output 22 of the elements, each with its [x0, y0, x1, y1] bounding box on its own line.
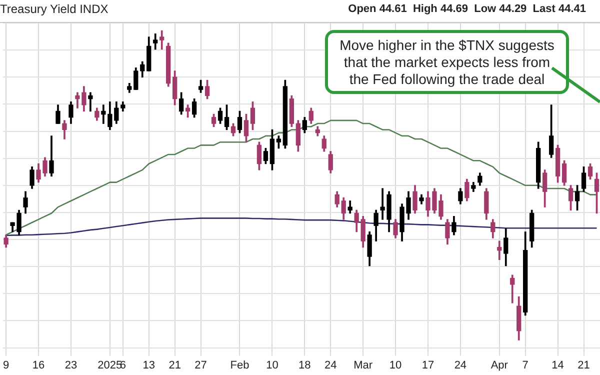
x-tick-label: Feb: [230, 359, 250, 372]
x-tick-label: Mar: [354, 359, 373, 372]
x-tick-label: 23: [64, 359, 78, 372]
x-tick-label: 9: [2, 359, 10, 372]
x-tick-label: Apr: [490, 359, 508, 372]
x-tick-label: 24: [454, 359, 467, 372]
chart-title: Treasury Yield INDX: [0, 2, 108, 16]
annotation: Move higher in the $TNX suggests that the market expects less from the Fed following the trade deal: [325, 30, 569, 94]
x-tick-label: 14: [552, 359, 564, 372]
x-tick-label: 10: [266, 359, 278, 372]
x-tick-label: 13: [142, 359, 155, 372]
x-tick-label: 18: [298, 359, 311, 372]
x-tick-label: 2025: [98, 359, 122, 372]
x-tick-label: 21: [168, 359, 181, 372]
x-tick-label: 10: [389, 359, 402, 372]
text: Open 44.61 High 44.69 Low 44.29 Last 44.41: [348, 3, 586, 15]
x-tick-label: 17: [422, 359, 434, 372]
x-tick-label: 16: [32, 359, 45, 372]
x-tick-label: 24: [324, 359, 337, 372]
x-tick-label: 7: [522, 359, 528, 372]
x-tick-label: 21: [578, 359, 590, 372]
x-tick-label: 27: [194, 359, 207, 372]
